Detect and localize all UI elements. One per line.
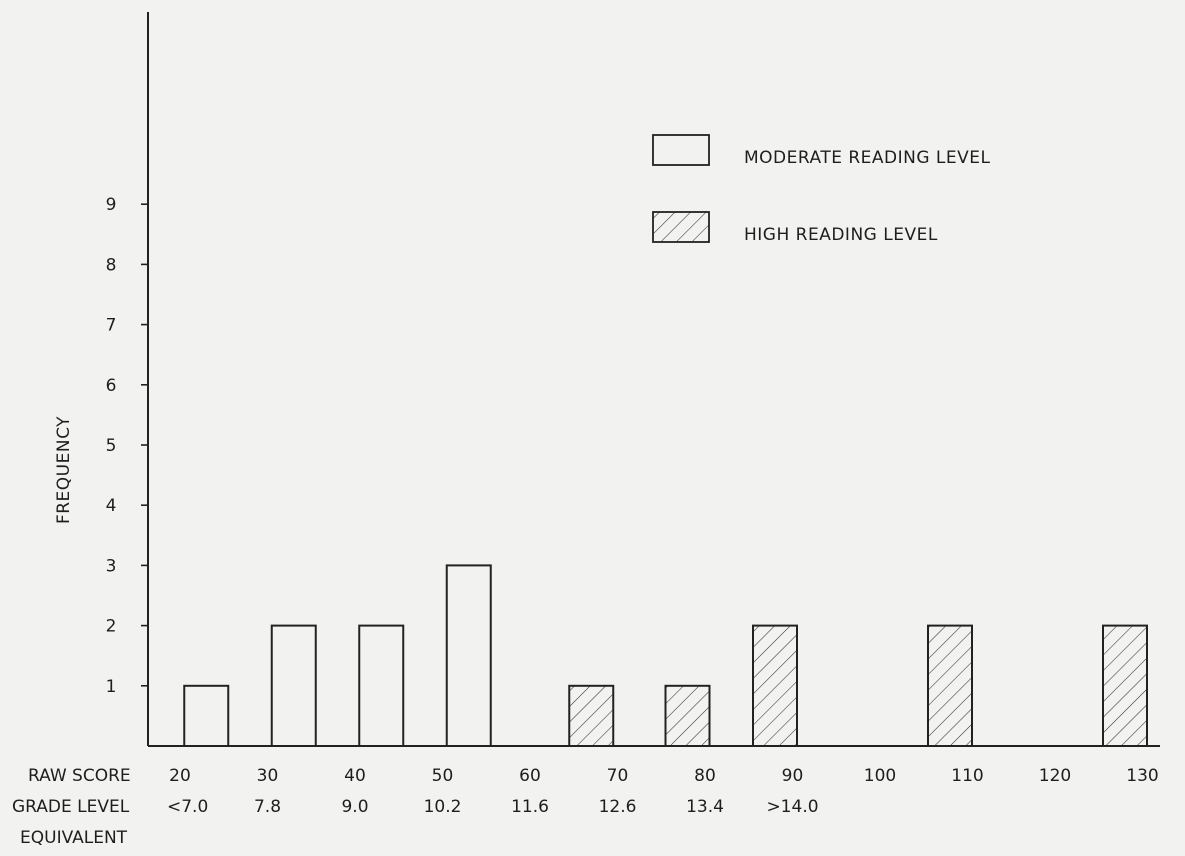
grade-level-value-0: <7.0 (167, 797, 208, 817)
bar-moderate-0 (183, 684, 230, 747)
grade-level-value-5: 12.6 (599, 797, 637, 817)
legend-swatch-moderate (652, 134, 710, 166)
x-tick-label-50: 50 (432, 766, 454, 786)
x-tick-label-90: 90 (782, 766, 804, 786)
bar-moderate-1 (270, 624, 317, 747)
x-tick-labels: 20 30 40 50 60 70 80 90 100 110 120 130 (169, 766, 1159, 786)
x-tick-label-120: 120 (1039, 766, 1071, 786)
y-tick-label-4: 4 (106, 496, 117, 516)
y-tick-label-5: 5 (106, 436, 117, 456)
legend-label-high: HIGH READING LEVEL (744, 225, 938, 245)
bar-high-4 (1102, 624, 1148, 747)
x-tick-label-130: 130 (1126, 766, 1158, 786)
bar-high-3 (927, 624, 973, 747)
grade-level-labels: <7.0 7.8 9.0 10.2 11.6 12.6 13.4 >14.0 (167, 797, 819, 817)
bar-moderate-3 (445, 564, 492, 748)
grade-level-label-2: EQUIVALENT (20, 828, 128, 848)
bar-high-2 (752, 624, 798, 747)
x-tick-label-40: 40 (344, 766, 366, 786)
y-tick-label-8: 8 (106, 255, 117, 275)
grade-level-value-6: 13.4 (686, 797, 724, 817)
legend-swatch-high (652, 211, 710, 243)
x-tick-label-20: 20 (169, 766, 191, 786)
legend-label-moderate: MODERATE READING LEVEL (744, 148, 991, 168)
legend: MODERATE READING LEVEL HIGH READING LEVE… (652, 134, 991, 245)
grade-level-value-7: >14.0 (766, 797, 818, 817)
x-tick-label-60: 60 (519, 766, 541, 786)
y-tick-label-7: 7 (106, 316, 117, 336)
raw-score-label: RAW SCORE (28, 766, 131, 786)
y-tick-label-6: 6 (106, 376, 117, 396)
grade-level-value-4: 11.6 (511, 797, 549, 817)
grade-level-label: GRADE LEVEL (12, 797, 130, 817)
bars (183, 564, 1148, 748)
y-tick-label-3: 3 (106, 556, 117, 576)
bar-high-1 (664, 684, 711, 747)
bar-moderate-2 (358, 624, 405, 747)
y-axis-label: FREQUENCY (54, 416, 74, 524)
x-tick-label-100: 100 (864, 766, 896, 786)
grade-level-value-1: 7.8 (254, 797, 281, 817)
x-tick-label-110: 110 (951, 766, 983, 786)
y-tick-label-9: 9 (106, 195, 117, 215)
y-ticks: 1 2 3 4 5 6 7 8 9 (106, 195, 148, 697)
grade-level-value-3: 10.2 (424, 797, 462, 817)
bar-high-0 (568, 684, 615, 747)
x-tick-label-70: 70 (607, 766, 629, 786)
x-tick-label-30: 30 (257, 766, 279, 786)
grade-level-value-2: 9.0 (341, 797, 368, 817)
y-tick-label-1: 1 (106, 677, 117, 697)
x-tick-label-80: 80 (694, 766, 716, 786)
y-tick-label-2: 2 (106, 617, 117, 637)
